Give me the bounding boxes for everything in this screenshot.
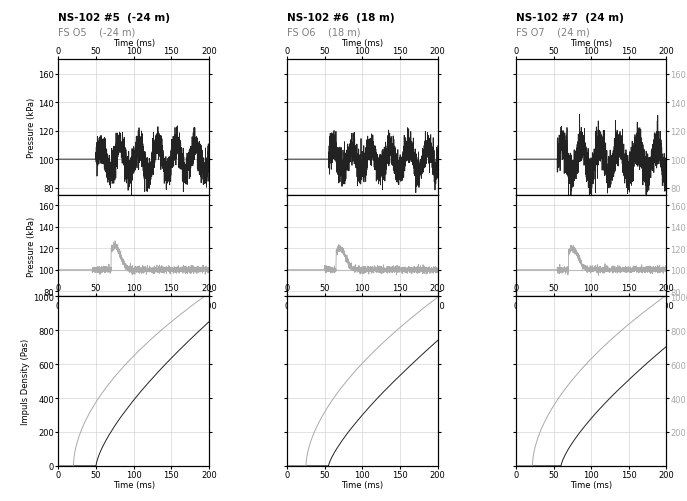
X-axis label: Time (ms): Time (ms) [570,480,612,489]
X-axis label: Time (ms): Time (ms) [341,39,383,48]
Text: FS O7    (24 m): FS O7 (24 m) [516,28,589,38]
X-axis label: Time (ms): Time (ms) [570,39,612,48]
Text: FS O5    (-24 m): FS O5 (-24 m) [58,28,135,38]
Text: NS-102 #6  (18 m): NS-102 #6 (18 m) [287,13,395,23]
X-axis label: Time (ms): Time (ms) [341,480,383,489]
X-axis label: Time (ms): Time (ms) [570,311,612,320]
Text: NS-102 #5  (-24 m): NS-102 #5 (-24 m) [58,13,170,23]
Text: FS O6    (18 m): FS O6 (18 m) [287,28,361,38]
X-axis label: Time (ms): Time (ms) [113,480,155,489]
Y-axis label: Pressure (kPa): Pressure (kPa) [27,216,36,276]
Y-axis label: Pressure (kPa): Pressure (kPa) [27,98,36,158]
X-axis label: Time (ms): Time (ms) [113,311,155,320]
Text: NS-102 #7  (24 m): NS-102 #7 (24 m) [516,13,624,23]
X-axis label: Time (ms): Time (ms) [341,311,383,320]
Y-axis label: Impuls Density (Pas): Impuls Density (Pas) [21,338,30,424]
X-axis label: Time (ms): Time (ms) [113,39,155,48]
